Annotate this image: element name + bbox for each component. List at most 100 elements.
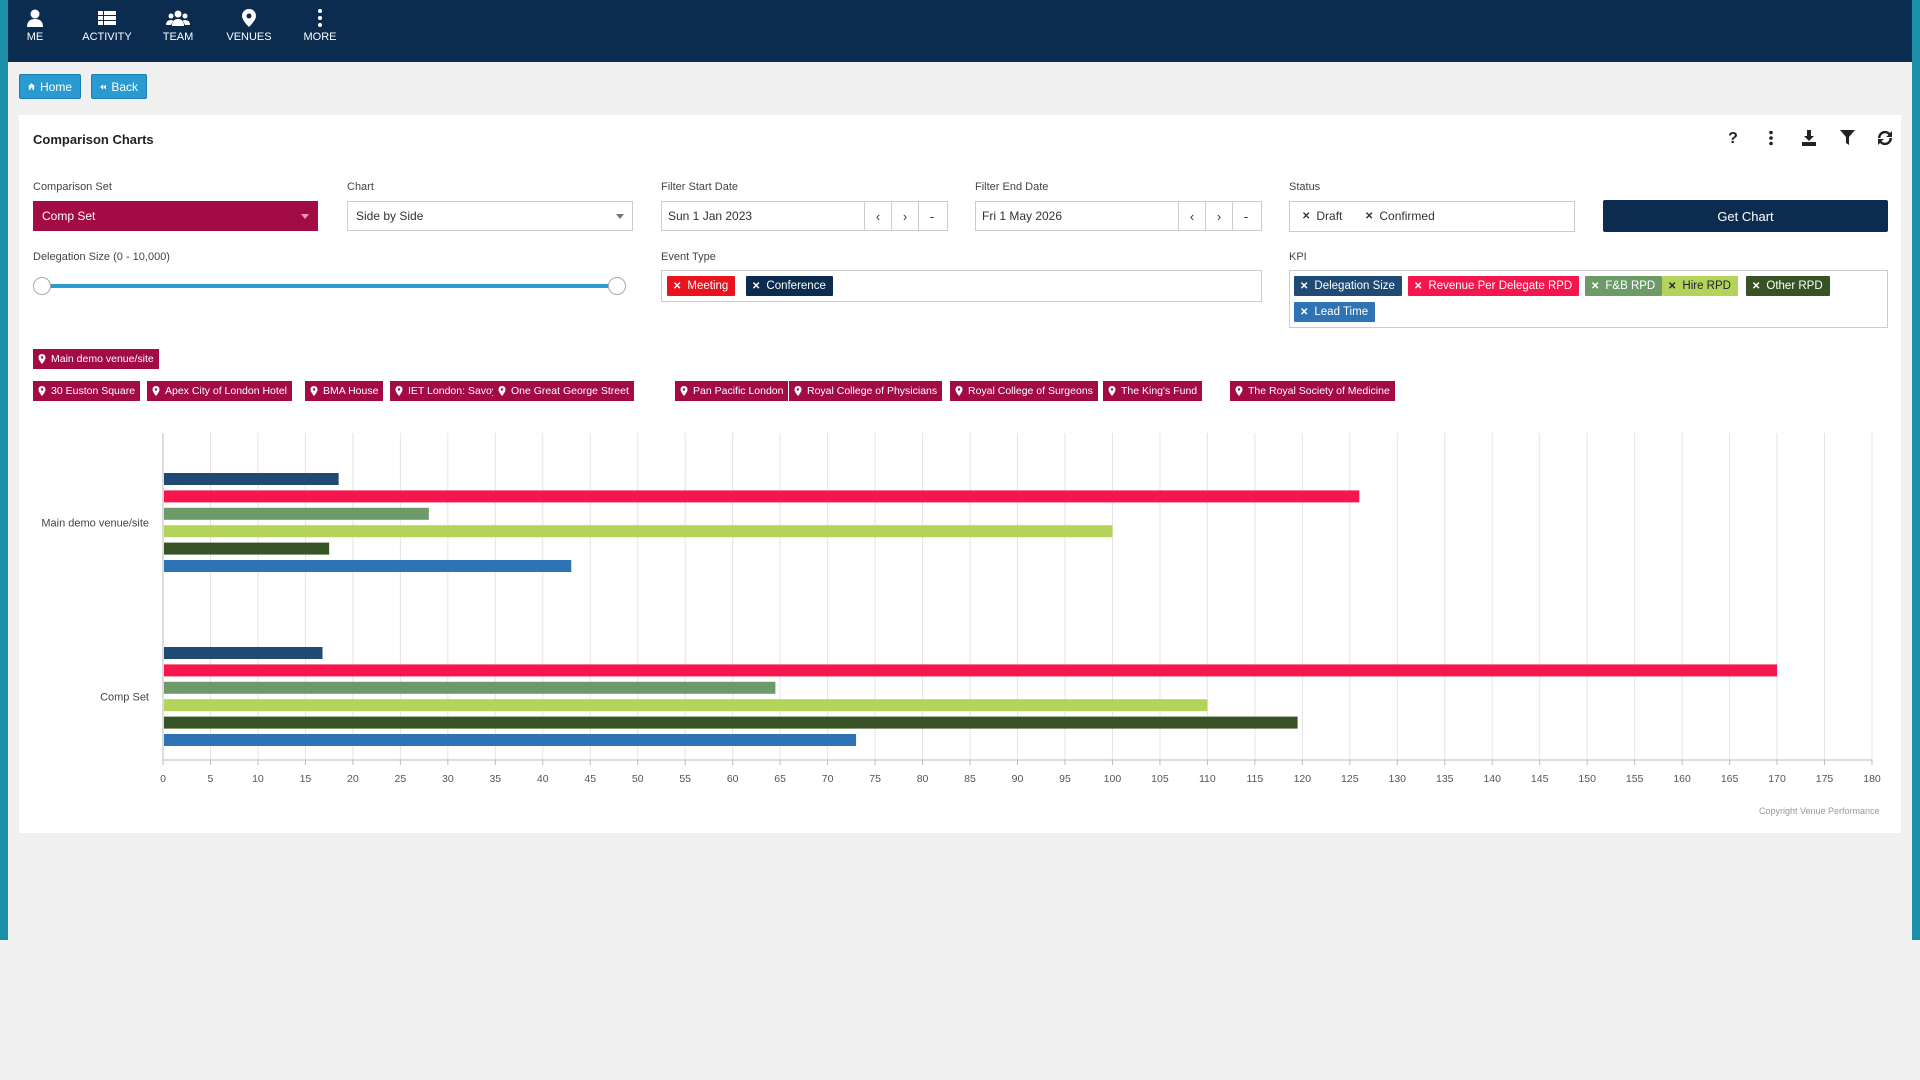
kpi-tag-hire-rpd[interactable]: ✕ Hire RPD <box>1662 276 1738 296</box>
bar <box>164 664 1778 677</box>
x-tick-label: 35 <box>489 773 501 785</box>
venue-tag-comp[interactable]: One Great George Street <box>493 381 634 401</box>
map-pin-icon <box>152 386 160 396</box>
start-date-clear-button[interactable]: - <box>918 202 945 230</box>
remove-icon[interactable]: ✕ <box>1365 210 1374 222</box>
user-icon <box>27 9 43 27</box>
back-label: Back <box>111 79 138 94</box>
filter-icon[interactable] <box>1836 127 1858 149</box>
chart-type-select[interactable]: Side by Side <box>347 201 633 231</box>
venue-tag-label: Royal College of Physicians <box>807 385 938 397</box>
status-select[interactable]: ✕ Draft ✕ Confirmed <box>1289 201 1575 232</box>
more-vertical-icon[interactable] <box>1760 127 1782 149</box>
event-type-label: Event Type <box>661 251 716 263</box>
event-type-select[interactable]: ✕ Meeting ✕ Conference <box>661 270 1262 302</box>
venue-tag-comp[interactable]: Royal College of Surgeons <box>950 381 1098 401</box>
x-tick-label: 145 <box>1531 773 1549 785</box>
map-pin-icon <box>955 386 963 396</box>
x-tick-label: 80 <box>917 773 929 785</box>
venue-tag-main[interactable]: Main demo venue/site <box>33 349 159 369</box>
remove-icon[interactable]: ✕ <box>1752 280 1761 292</box>
venue-tag-comp[interactable]: Pan Pacific London <box>675 381 789 401</box>
x-tick-label: 40 <box>537 773 549 785</box>
remove-icon[interactable]: ✕ <box>1300 306 1309 318</box>
chevron-down-icon <box>616 214 624 219</box>
x-tick-label: 150 <box>1578 773 1596 785</box>
x-tick-label: 30 <box>442 773 454 785</box>
delegation-slider-min-handle[interactable] <box>33 277 51 295</box>
start-date-next-button[interactable]: › <box>891 202 918 230</box>
venue-tag-comp[interactable]: The Royal Society of Medicine <box>1230 381 1395 401</box>
nav-me[interactable]: ME <box>0 8 70 43</box>
kpi-tag-label: Lead Time <box>1314 306 1369 318</box>
bar <box>164 560 572 572</box>
venue-tag-label: One Great George Street <box>511 385 629 397</box>
map-pin-icon <box>38 386 46 396</box>
nav-venues[interactable]: VENUES <box>214 8 284 43</box>
home-button[interactable]: Home <box>19 74 81 99</box>
start-date-prev-button[interactable]: ‹ <box>864 202 891 230</box>
bar <box>164 699 1208 712</box>
x-tick-label: 90 <box>1012 773 1024 785</box>
kpi-tag-other-rpd[interactable]: ✕ Other RPD <box>1746 276 1830 296</box>
back-button[interactable]: Back <box>91 74 147 99</box>
end-date-clear-button[interactable]: - <box>1232 202 1259 230</box>
bar <box>164 473 339 485</box>
comparison-set-value: Comp Set <box>42 209 96 223</box>
kpi-tag-label: Other RPD <box>1766 280 1823 292</box>
venue-tag-comp[interactable]: The King's Fund <box>1103 381 1203 401</box>
venue-tag-comp[interactable]: Apex City of London Hotel <box>147 381 292 401</box>
remove-icon[interactable]: ✕ <box>752 280 761 292</box>
x-tick-label: 95 <box>1059 773 1071 785</box>
kpi-select[interactable]: ✕ Delegation Size ✕ Revenue Per Delegate R… <box>1289 270 1888 328</box>
event-tag-label: Conference <box>766 280 826 292</box>
venue-tag-comp[interactable]: Royal College of Physicians <box>789 381 943 401</box>
event-tag-meeting[interactable]: ✕ Meeting <box>667 276 736 296</box>
nav-more[interactable]: MORE <box>285 8 355 43</box>
nav-team[interactable]: TEAM <box>143 8 213 43</box>
start-date-value: Sun 1 Jan 2023 <box>668 209 753 223</box>
remove-icon[interactable]: ✕ <box>1302 210 1311 222</box>
remove-icon[interactable]: ✕ <box>1414 280 1423 292</box>
kpi-tag-delegation-size[interactable]: ✕ Delegation Size <box>1294 276 1402 296</box>
refresh-icon[interactable] <box>1874 127 1896 149</box>
kpi-tag-fb-rpd[interactable]: ✕ F&B RPD <box>1585 276 1663 296</box>
remove-icon[interactable]: ✕ <box>1668 280 1677 292</box>
remove-icon[interactable]: ✕ <box>1300 280 1309 292</box>
map-pin-icon <box>1108 386 1116 396</box>
bar <box>164 716 1298 729</box>
delegation-slider-max-handle[interactable] <box>608 277 626 295</box>
start-date-field[interactable]: Sun 1 Jan 2023 ‹ › - <box>661 201 948 231</box>
comparison-panel: Comparison Charts ? Comparison Set Comp … <box>19 115 1901 833</box>
venue-tag-comp[interactable]: 30 Euston Square <box>33 381 141 401</box>
end-date-next-button[interactable]: › <box>1205 202 1232 230</box>
download-icon[interactable] <box>1798 127 1820 149</box>
get-chart-button[interactable]: Get Chart <box>1603 200 1888 232</box>
delegation-slider-track[interactable] <box>42 284 622 288</box>
comparison-set-label: Comparison Set <box>33 181 112 193</box>
home-icon <box>28 83 35 90</box>
comparison-set-select[interactable]: Comp Set <box>33 201 318 231</box>
remove-icon[interactable]: ✕ <box>673 280 682 292</box>
venue-tag-comp[interactable]: BMA House <box>305 381 384 401</box>
x-tick-label: 175 <box>1816 773 1834 785</box>
status-tag-draft[interactable]: ✕ Draft <box>1302 206 1342 226</box>
status-tag-confirmed[interactable]: ✕ Confirmed <box>1365 206 1435 226</box>
remove-icon[interactable]: ✕ <box>1591 280 1600 292</box>
nav-activity[interactable]: ACTIVITY <box>72 8 142 43</box>
chart-label: Chart <box>347 181 374 193</box>
help-icon[interactable]: ? <box>1722 127 1744 149</box>
kpi-tag-lead-time[interactable]: ✕ Lead Time <box>1294 302 1376 322</box>
end-date-field[interactable]: Fri 1 May 2026 ‹ › - <box>975 201 1262 231</box>
status-tag-label: Draft <box>1316 209 1343 223</box>
kpi-tag-revenue-per-delegate[interactable]: ✕ Revenue Per Delegate RPD <box>1408 276 1580 296</box>
map-pin-icon <box>498 386 506 396</box>
end-date-prev-button[interactable]: ‹ <box>1178 202 1205 230</box>
x-tick-label: 45 <box>584 773 596 785</box>
x-tick-label: 140 <box>1483 773 1501 785</box>
x-tick-label: 55 <box>679 773 691 785</box>
chart-type-value: Side by Side <box>356 209 424 223</box>
kpi-label: KPI <box>1289 251 1307 263</box>
event-tag-conference[interactable]: ✕ Conference <box>746 276 833 296</box>
kpi-tag-label: Revenue Per Delegate RPD <box>1428 280 1573 292</box>
